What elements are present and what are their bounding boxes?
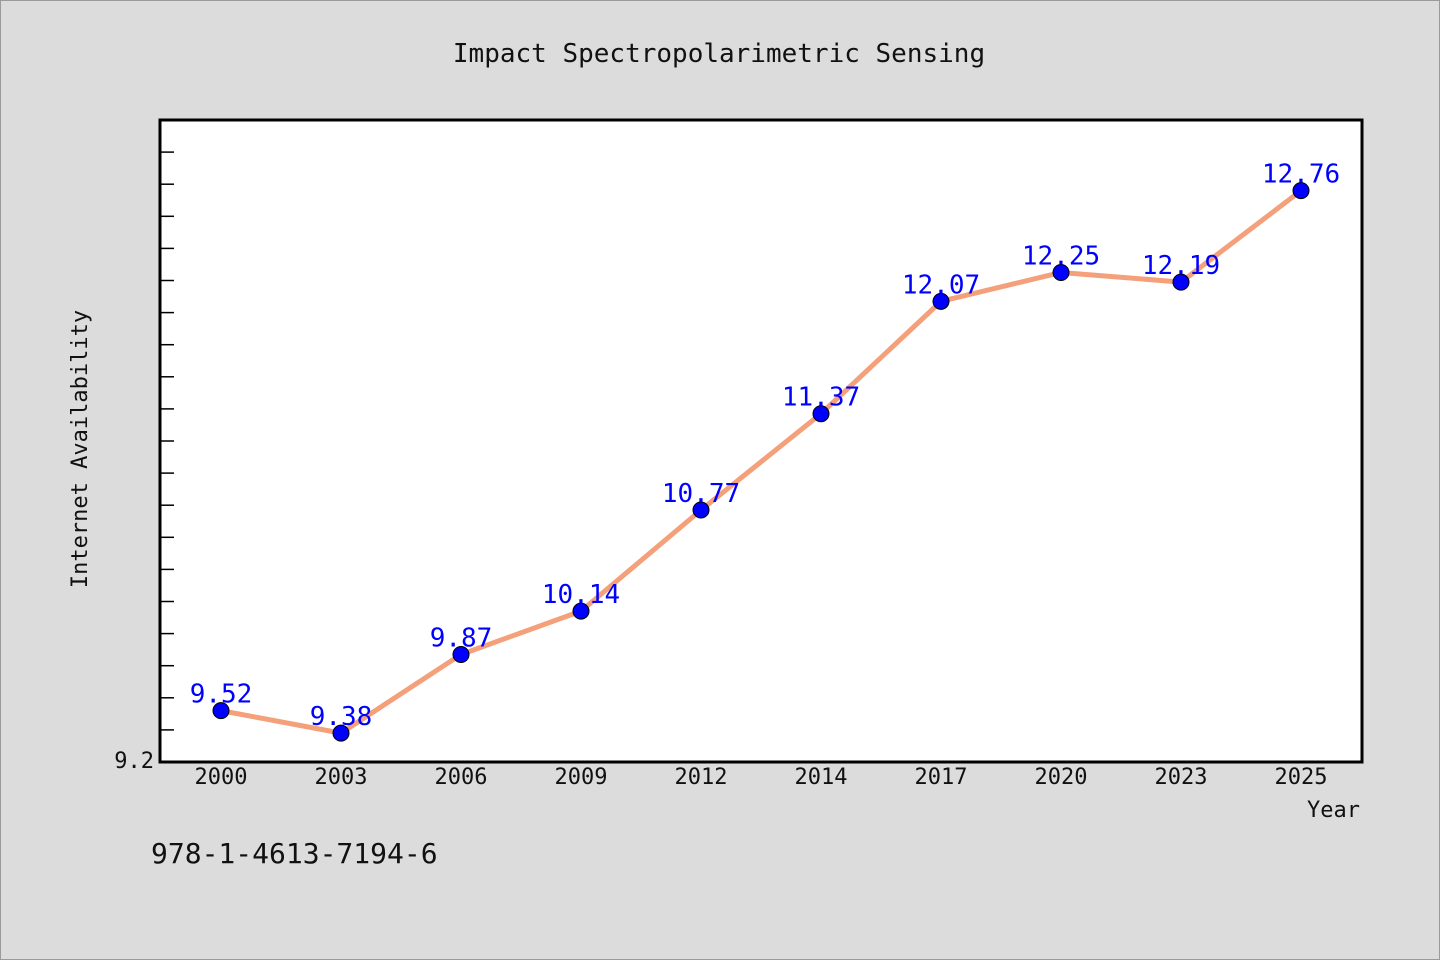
- y-axis-ticks: [160, 119, 174, 763]
- data-label: 11.37: [782, 383, 860, 413]
- data-label: 9.87: [430, 623, 493, 653]
- data-label: 10.77: [662, 479, 740, 509]
- y-tick-label: 9.2: [114, 749, 154, 774]
- y-axis-label: Internet Availability: [68, 310, 93, 588]
- isbn-text: 978-1-4613-7194-6: [151, 837, 438, 870]
- x-tick-label: 2017: [915, 765, 968, 790]
- x-axis-label: Year: [1307, 798, 1360, 823]
- data-label: 12.25: [1022, 241, 1100, 271]
- x-tick-label: 2023: [1155, 765, 1208, 790]
- data-point: [1052, 263, 1070, 281]
- data-label: 12.19: [1142, 251, 1220, 281]
- x-tick-label: 2009: [555, 765, 608, 790]
- x-tick-label: 2025: [1275, 765, 1328, 790]
- x-tick-label: 2020: [1035, 765, 1088, 790]
- x-tick-label: 2006: [435, 765, 488, 790]
- data-point: [932, 292, 950, 310]
- chart-title: Impact Spectropolarimetric Sensing: [453, 39, 985, 69]
- data-label: 9.38: [310, 702, 373, 732]
- data-label: 12.76: [1262, 160, 1340, 190]
- x-tick-label: 2012: [675, 765, 728, 790]
- data-label: 9.52: [190, 680, 253, 710]
- series-group: 9.52 9.38 9.87 10.14 10.77 11.37 12.07 12.25 12.…: [190, 160, 1340, 742]
- data-point: [212, 702, 230, 720]
- data-point: [692, 501, 710, 519]
- x-axis-ticks: 2000 2003 2006 2009 2012 2014 2017 2020 2023 2025: [195, 765, 1328, 790]
- data-point: [1172, 273, 1190, 291]
- data-point: [572, 602, 590, 620]
- series-line: [220, 188, 1303, 736]
- data-label: 12.07: [902, 270, 980, 300]
- plot-area: [158, 118, 1364, 764]
- data-point: [812, 405, 830, 423]
- data-point: [452, 645, 470, 663]
- x-tick-label: 2014: [795, 765, 848, 790]
- data-point: [1292, 182, 1310, 200]
- data-point: [332, 724, 350, 742]
- x-tick-label: 2000: [195, 765, 248, 790]
- x-tick-label: 2003: [315, 765, 368, 790]
- data-label: 10.14: [542, 580, 620, 610]
